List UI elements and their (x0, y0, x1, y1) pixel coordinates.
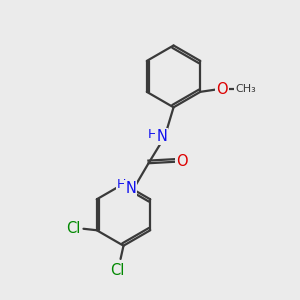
Text: O: O (176, 154, 187, 169)
Text: H: H (148, 128, 157, 141)
Text: CH₃: CH₃ (235, 85, 256, 94)
Text: O: O (216, 82, 227, 97)
Text: Cl: Cl (110, 262, 124, 278)
Text: N: N (156, 129, 167, 144)
Text: Cl: Cl (66, 221, 80, 236)
Text: N: N (125, 181, 136, 196)
Text: H: H (117, 178, 126, 191)
